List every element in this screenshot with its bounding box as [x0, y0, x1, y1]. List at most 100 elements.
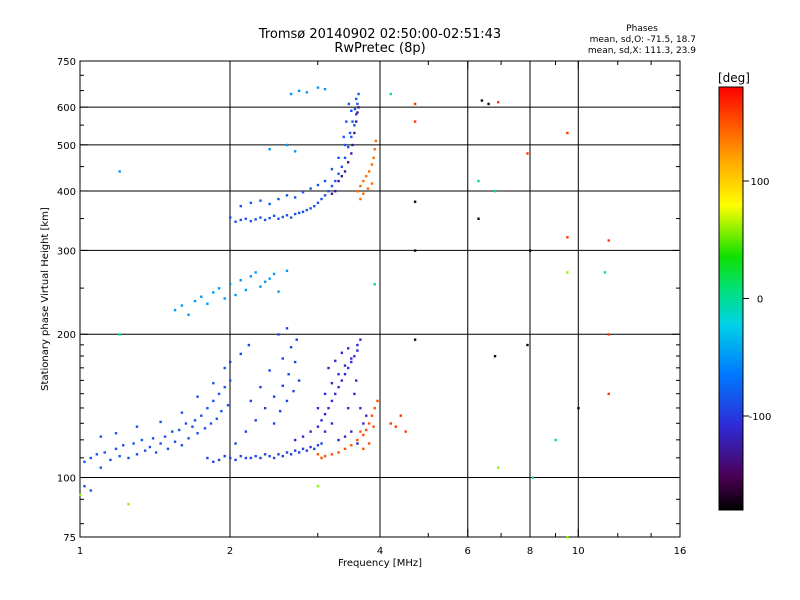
- scatter-point: [272, 456, 276, 460]
- scatter-point: [259, 456, 262, 460]
- scatter-point: [346, 347, 350, 350]
- colorbar: [718, 86, 744, 511]
- scatter-point: [372, 425, 375, 428]
- scatter-point: [323, 179, 327, 183]
- scatter-point: [313, 204, 316, 208]
- scatter-point: [334, 179, 337, 183]
- scatter-point: [309, 430, 312, 433]
- scatter-point: [234, 293, 237, 297]
- scatter-point: [309, 207, 312, 210]
- scatter-point: [376, 399, 379, 403]
- x-tick-label: 10: [572, 546, 585, 557]
- scatter-point: [350, 109, 353, 113]
- scatter-point: [337, 385, 340, 389]
- scatter-point: [350, 152, 353, 155]
- y-tick-label: 100: [57, 474, 76, 485]
- scatter-point: [187, 313, 190, 316]
- scatter-point: [295, 338, 298, 341]
- scatter-point: [350, 430, 353, 433]
- scatter-point: [356, 189, 359, 193]
- scatter-point: [268, 277, 271, 280]
- x-axis-label: Frequency [MHz]: [338, 558, 422, 569]
- scatter-point: [350, 357, 353, 360]
- scatter-point: [184, 422, 188, 425]
- axis-ticks: 1 2 4 6 8 10 16 75 100 200 300 400 500 600 750: [57, 57, 686, 557]
- scatter-point: [359, 338, 362, 341]
- scatter-point: [114, 447, 118, 451]
- scatter-point: [297, 379, 301, 382]
- scatter-point: [370, 414, 374, 417]
- scatter-point: [343, 364, 347, 367]
- scatter-point: [103, 451, 106, 454]
- scatter-point: [354, 120, 358, 123]
- scatter-point: [413, 102, 417, 106]
- scatter-point: [323, 392, 327, 396]
- scatter-point: [277, 333, 280, 336]
- colorbar-ticks: 100 0 -100: [743, 177, 771, 423]
- scatter-point: [281, 454, 284, 458]
- scatter-point: [529, 249, 532, 252]
- scatter-point: [293, 212, 297, 216]
- scatter-point: [254, 271, 257, 274]
- scatter-point: [293, 449, 297, 452]
- scatter-point: [356, 442, 359, 445]
- scatter-point: [285, 194, 289, 197]
- scatter-point: [323, 412, 327, 416]
- scatter-point: [316, 406, 320, 410]
- scatter-point: [118, 170, 121, 173]
- scatter-point: [272, 422, 276, 425]
- scatter-point: [356, 102, 359, 106]
- scatter-point: [496, 466, 500, 469]
- scatter-point: [305, 449, 309, 452]
- scatter-point: [330, 192, 334, 195]
- scatter-point: [305, 91, 309, 94]
- scatter-point: [350, 135, 353, 139]
- scatter-point: [370, 182, 374, 185]
- scatter-point: [159, 420, 162, 424]
- scatter-point: [239, 352, 242, 356]
- scatter-point: [346, 145, 350, 149]
- scatter-point: [249, 399, 253, 403]
- scatter-point: [132, 442, 135, 445]
- scatter-point: [366, 187, 370, 190]
- scatter-point: [413, 338, 417, 341]
- scatter-point: [305, 208, 309, 212]
- scatter-point: [212, 381, 215, 385]
- scatter-point: [301, 190, 305, 194]
- scatter-point: [357, 106, 360, 109]
- scatter-point: [340, 174, 344, 178]
- scatter-point: [359, 406, 362, 410]
- scatter-point: [203, 427, 207, 430]
- scatter-point: [353, 131, 356, 135]
- scatter-point: [159, 442, 162, 445]
- scatter-point: [281, 357, 284, 360]
- scatter-point: [244, 430, 248, 433]
- scatter-point: [239, 279, 242, 282]
- scatter-point: [244, 217, 248, 220]
- scatter-point: [330, 167, 334, 171]
- scatter-point: [330, 381, 334, 385]
- scatter-point: [277, 290, 280, 293]
- scatter-point: [217, 392, 221, 396]
- scatter-point: [212, 291, 215, 294]
- scatter-point: [285, 214, 289, 217]
- scatter-point: [279, 409, 282, 413]
- scatter-point: [353, 392, 356, 396]
- scatter-point: [289, 216, 293, 219]
- scatter-point: [389, 92, 392, 96]
- scatter-point: [316, 484, 320, 488]
- scatter-point: [343, 373, 347, 376]
- x-tick-label: 2: [227, 546, 233, 557]
- scatter-point: [356, 343, 359, 347]
- scatter-point: [293, 438, 297, 442]
- scatter-point: [340, 165, 344, 168]
- scatter-point: [566, 131, 569, 135]
- scatter-point: [268, 369, 271, 372]
- scatter-point: [346, 366, 350, 370]
- scatter-point: [289, 92, 293, 96]
- scatter-point: [234, 442, 237, 445]
- stats-o-mode: mean, sd,O: -71.5, 18.7: [590, 35, 696, 45]
- scatter-point: [330, 453, 334, 456]
- scatter-point: [531, 476, 535, 479]
- scatter-point: [348, 131, 352, 135]
